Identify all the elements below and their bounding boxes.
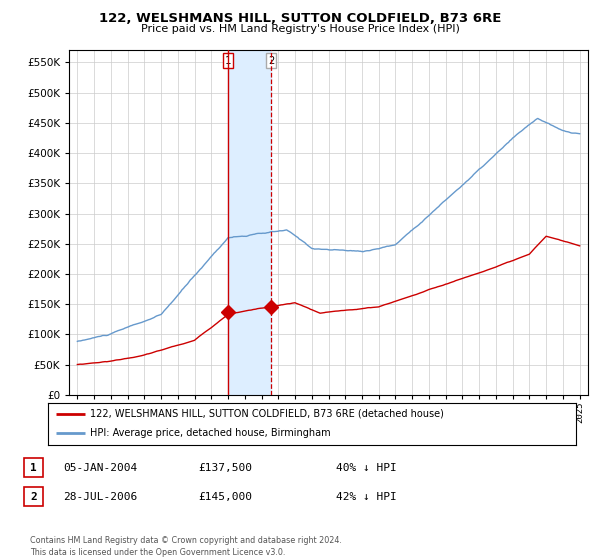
Text: 122, WELSHMANS HILL, SUTTON COLDFIELD, B73 6RE: 122, WELSHMANS HILL, SUTTON COLDFIELD, B…: [99, 12, 501, 25]
Text: 1: 1: [225, 55, 232, 66]
Text: 28-JUL-2006: 28-JUL-2006: [63, 492, 137, 502]
Text: 122, WELSHMANS HILL, SUTTON COLDFIELD, B73 6RE (detached house): 122, WELSHMANS HILL, SUTTON COLDFIELD, B…: [90, 409, 444, 419]
Text: Price paid vs. HM Land Registry's House Price Index (HPI): Price paid vs. HM Land Registry's House …: [140, 24, 460, 34]
Text: £145,000: £145,000: [198, 492, 252, 502]
Bar: [228, 50, 271, 395]
Text: HPI: Average price, detached house, Birmingham: HPI: Average price, detached house, Birm…: [90, 428, 331, 438]
Text: 2: 2: [268, 55, 274, 66]
Text: 2: 2: [30, 492, 37, 502]
Text: £137,500: £137,500: [198, 463, 252, 473]
Text: 05-JAN-2004: 05-JAN-2004: [63, 463, 137, 473]
Text: 42% ↓ HPI: 42% ↓ HPI: [336, 492, 397, 502]
Text: 40% ↓ HPI: 40% ↓ HPI: [336, 463, 397, 473]
Text: 1: 1: [30, 463, 37, 473]
Text: Contains HM Land Registry data © Crown copyright and database right 2024.
This d: Contains HM Land Registry data © Crown c…: [30, 536, 342, 557]
